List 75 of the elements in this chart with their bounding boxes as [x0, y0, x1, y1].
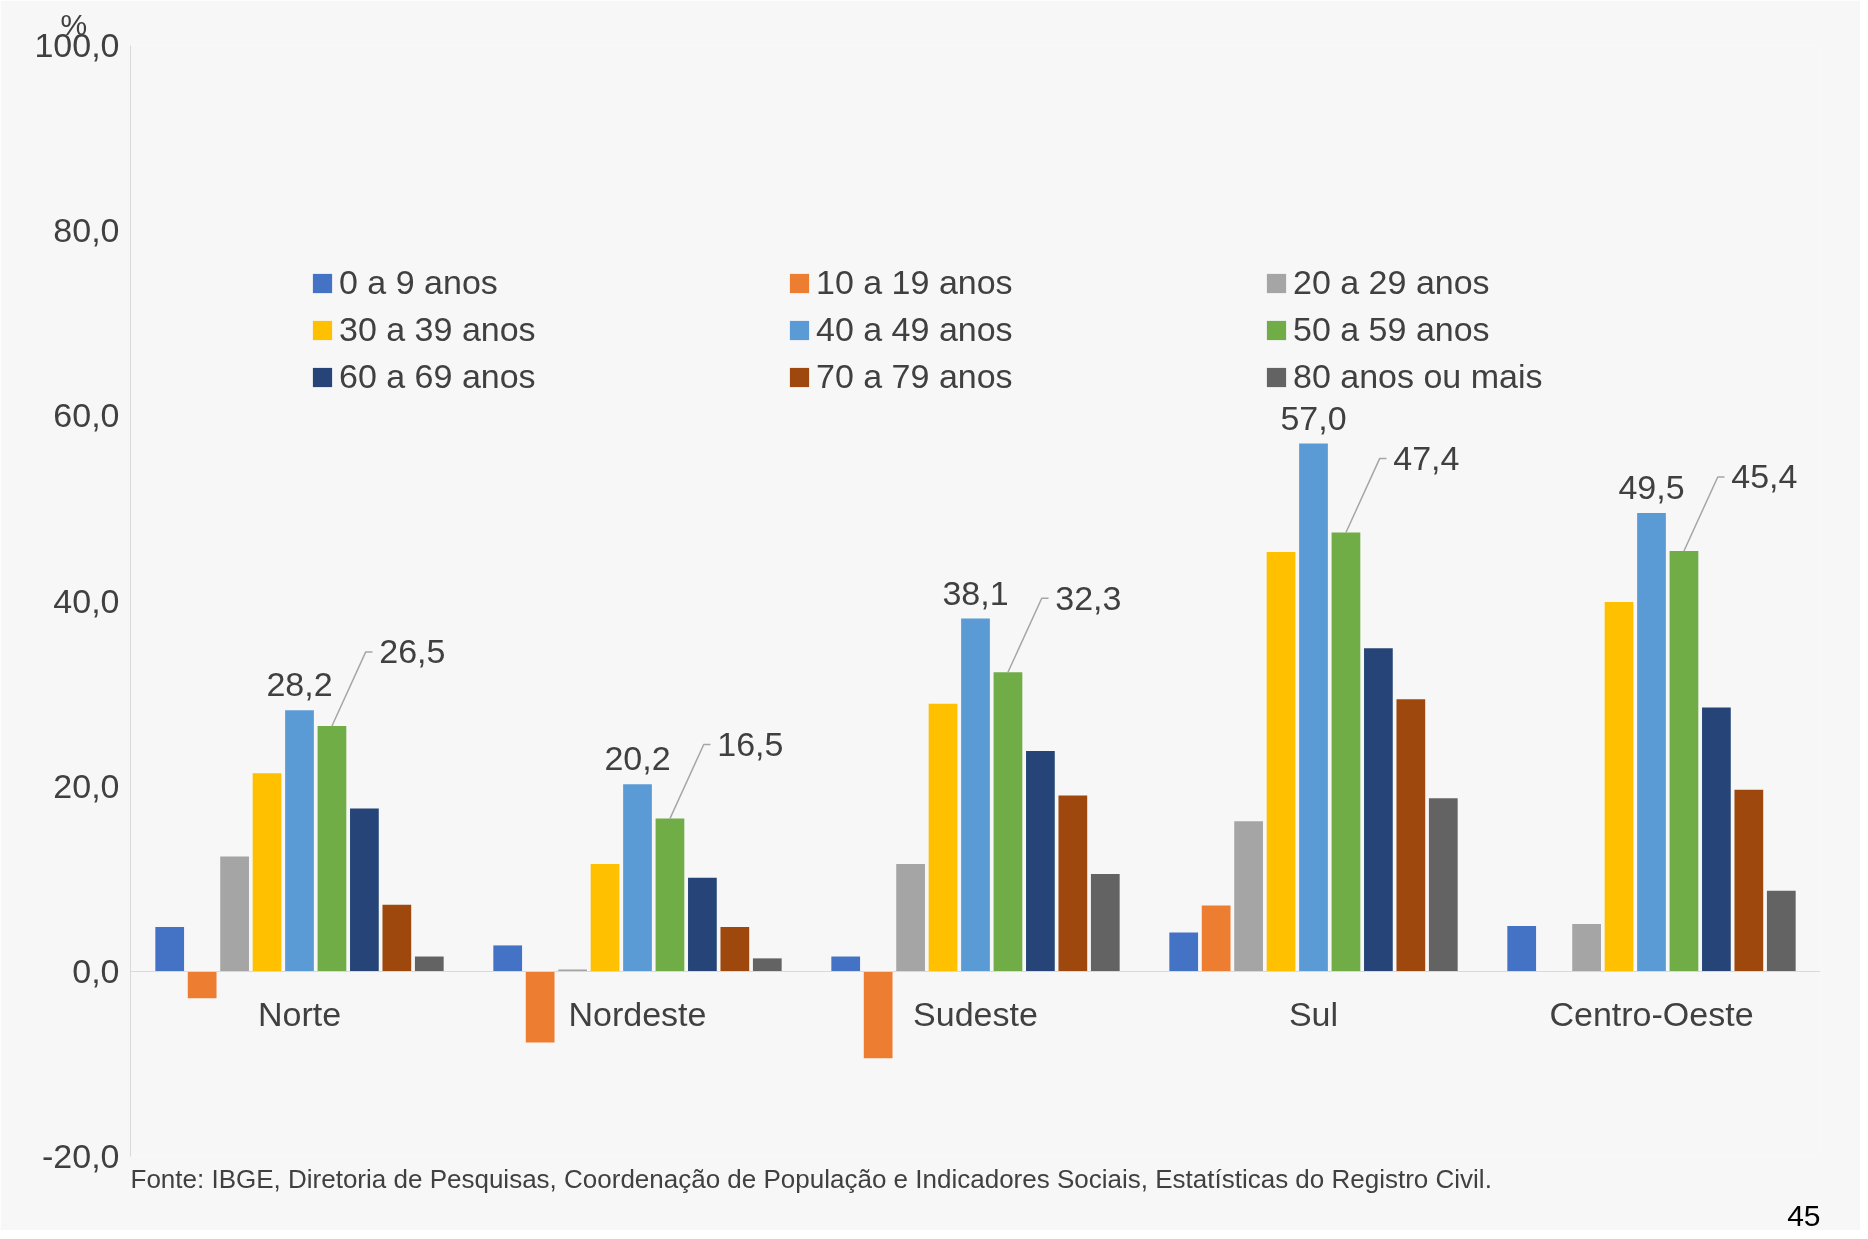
bar [590, 863, 620, 972]
bar [993, 672, 1023, 972]
data-label: 28,2 [266, 665, 333, 704]
bar [1299, 443, 1328, 972]
bar [1572, 924, 1601, 972]
bar [1234, 821, 1263, 972]
data-label: 32,3 [1055, 578, 1122, 617]
bar [1331, 532, 1361, 972]
data-label: 47,4 [1393, 438, 1460, 477]
text: 45 [1787, 1198, 1821, 1232]
bar [317, 725, 347, 972]
legend-label: 20 a 29 anos [1293, 263, 1491, 302]
bar [655, 818, 685, 972]
bar [285, 710, 314, 972]
bar [863, 971, 893, 1059]
y-tick-label: 60,0 [53, 396, 120, 435]
bar [1396, 699, 1426, 972]
x-tick-label: Centro-Oeste [1549, 995, 1754, 1034]
bar [1604, 601, 1634, 972]
bar [1201, 905, 1231, 972]
x-tick-label: Nordeste [568, 995, 707, 1034]
x-tick-label: Sudeste [913, 995, 1038, 1034]
bar [688, 877, 717, 972]
bar [1058, 795, 1088, 972]
legend-label: 30 a 39 anos [339, 310, 537, 349]
bar [220, 856, 249, 972]
bar [187, 971, 217, 999]
bar [720, 926, 750, 972]
bar [752, 958, 782, 972]
source-note: Fonte: IBGE, Diretoria de Pesquisas, Coordenação de População e Indicadores Sociais, Estatísticas do Registro Civil. [130, 1163, 1492, 1194]
data-label: 16,5 [717, 725, 784, 763]
bar [1637, 513, 1666, 972]
bar [1169, 932, 1199, 972]
data-label: 57,0 [1280, 398, 1347, 437]
data-label: 38,1 [942, 573, 1009, 612]
data-label: 49,5 [1618, 468, 1685, 507]
bar [1090, 874, 1120, 972]
legend-label: 70 a 79 anos [816, 357, 1014, 396]
bar [831, 956, 861, 972]
bar [525, 971, 555, 1043]
bar [1766, 890, 1796, 972]
legend-label: 10 a 19 anos [816, 263, 1014, 302]
bar [1507, 925, 1537, 972]
bar [414, 956, 444, 972]
bar [1266, 551, 1296, 972]
bar [1364, 648, 1393, 972]
bar [252, 773, 282, 972]
y-tick-label: 20,0 [53, 766, 120, 805]
bar [382, 904, 412, 972]
bar [961, 618, 990, 972]
y-tick-label: 0,0 [72, 951, 120, 990]
legend-label: 80 anos ou mais [1293, 357, 1544, 396]
legend-label: 50 a 59 anos [1293, 310, 1491, 349]
y-tick-label: 40,0 [53, 581, 120, 620]
y-tick-label: 80,0 [53, 211, 120, 250]
bar [623, 784, 652, 972]
y-tick-label: -20,0 [42, 1137, 120, 1175]
bar [1669, 551, 1699, 972]
bar [1428, 798, 1458, 972]
x-tick-label: Sul [1288, 995, 1339, 1034]
x-tick-label: Norte [257, 995, 342, 1034]
legend-label: 0 a 9 anos [339, 263, 499, 302]
bar [896, 863, 925, 972]
data-label: 45,4 [1731, 457, 1798, 496]
bar [1734, 789, 1764, 972]
legend-label: 60 a 69 anos [339, 357, 537, 396]
bar [493, 945, 523, 972]
data-label: 20,2 [604, 739, 671, 778]
legend-label: 40 a 49 anos [816, 310, 1014, 349]
bar [928, 703, 958, 972]
bar [1026, 750, 1055, 972]
bar [350, 808, 379, 972]
bar [1702, 707, 1731, 972]
data-label: 26,5 [379, 632, 446, 671]
bar [155, 926, 185, 972]
